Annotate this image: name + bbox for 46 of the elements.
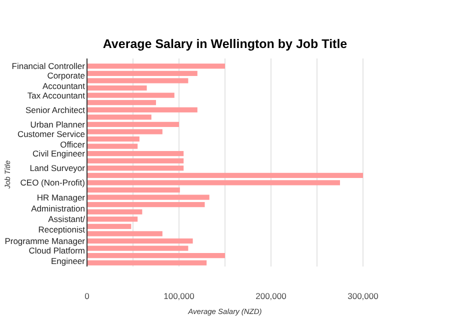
y-tick-label: Land Surveyor	[30, 163, 86, 174]
y-tick-label: Tax Accountant	[27, 90, 86, 100]
x-tick-label: 100,000	[164, 291, 195, 301]
y-tick-label: Cloud Platform Engineer	[28, 245, 86, 266]
y-tick-label: Corporate Accountant	[42, 70, 86, 91]
bar	[87, 253, 225, 258]
bar	[87, 194, 210, 200]
x-tick-label: 300,000	[348, 291, 379, 301]
bar	[87, 231, 162, 236]
y-tick-label: Customer Service Officer	[17, 128, 86, 150]
y-tick-label: HR Manager	[36, 192, 86, 202]
bar	[87, 122, 179, 127]
y-tick-label: CEO (Non-Profit)	[20, 178, 86, 188]
bar	[87, 129, 162, 134]
bar	[87, 202, 205, 208]
y-tick-label: Programme Manager	[4, 236, 86, 246]
bar	[87, 209, 142, 214]
bar	[87, 64, 225, 69]
bar	[87, 136, 140, 142]
x-tick-label: 0	[84, 291, 90, 301]
y-tick-label: Administration Assistant/ Receptionist	[31, 204, 86, 235]
bar	[87, 144, 138, 149]
bar	[87, 187, 180, 193]
bar	[87, 216, 138, 222]
y-tick-label: Financial Controller	[12, 61, 86, 72]
bar	[87, 92, 174, 98]
chart-title: Average Salary in Wellington by Job Title	[102, 37, 348, 51]
bar	[87, 246, 188, 251]
bar	[87, 107, 198, 112]
bar	[87, 158, 184, 164]
y-tick-label: Senior Architect	[25, 104, 86, 115]
bar	[87, 180, 340, 186]
bar	[87, 114, 152, 120]
bar	[87, 166, 184, 171]
bar	[87, 172, 363, 178]
bar	[87, 224, 132, 229]
y-tick-label: Urban Planner	[30, 119, 86, 130]
y-tick-label: Civil Engineer	[32, 148, 86, 159]
bar	[87, 151, 184, 156]
x-tick-label: 200,000	[256, 291, 287, 301]
bar	[87, 238, 193, 244]
bar	[87, 100, 156, 106]
bar	[87, 70, 198, 76]
bar	[87, 78, 188, 84]
bar	[87, 85, 147, 91]
bar	[87, 260, 207, 266]
